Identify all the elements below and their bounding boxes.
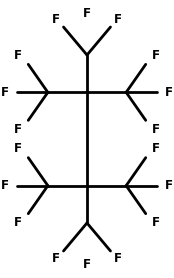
Text: F: F [152, 142, 160, 155]
Text: F: F [14, 123, 22, 136]
Text: F: F [52, 13, 60, 26]
Text: F: F [83, 259, 91, 272]
Text: F: F [14, 217, 22, 230]
Text: F: F [1, 179, 9, 192]
Text: F: F [152, 217, 160, 230]
Text: F: F [14, 48, 22, 61]
Text: F: F [152, 48, 160, 61]
Text: F: F [1, 86, 9, 99]
Text: F: F [83, 6, 91, 19]
Text: F: F [165, 86, 173, 99]
Text: F: F [152, 123, 160, 136]
Text: F: F [52, 252, 60, 265]
Text: F: F [14, 142, 22, 155]
Text: F: F [114, 252, 122, 265]
Text: F: F [114, 13, 122, 26]
Text: F: F [165, 179, 173, 192]
